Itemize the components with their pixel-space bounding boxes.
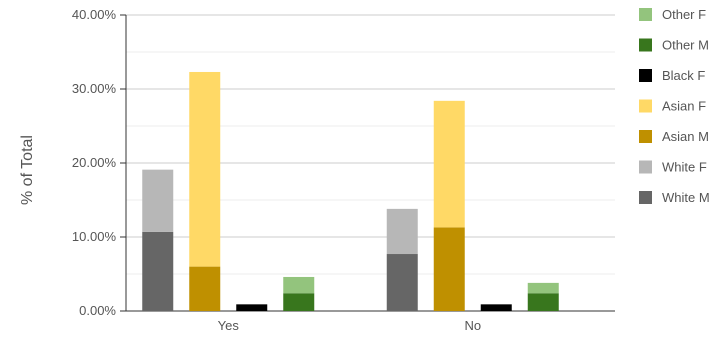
y-axis-label: % of Total (19, 135, 36, 205)
bar-other-f-no (527, 282, 559, 294)
bars (142, 71, 559, 311)
bar-black-f-no (480, 304, 512, 311)
x-tick-label: Yes (218, 318, 240, 333)
bar-other-f-yes (283, 276, 315, 294)
y-tick-label: 20.00% (72, 155, 117, 170)
y-tick-label: 40.00% (72, 7, 117, 22)
legend-label-other-f: Other F (662, 7, 706, 22)
y-tick-labels: 0.00% 10.00% 20.00% 30.00% 40.00% (72, 7, 126, 318)
legend-swatch-asian-m (639, 130, 652, 143)
bar-white-f-no (386, 208, 418, 255)
bar-white-m-yes (142, 231, 174, 311)
bar-asian-f-no (433, 100, 465, 228)
y-tick-label: 30.00% (72, 81, 117, 96)
legend-label-black-f: Black F (662, 68, 705, 83)
legend-swatch-other-m (639, 38, 652, 52)
bar-black-f-yes (236, 304, 268, 311)
bar-other-m-yes (283, 293, 315, 311)
legend-swatch-asian-f (639, 99, 652, 113)
bar-asian-m-no (433, 227, 465, 311)
legend-label-asian-f: Asian F (662, 99, 706, 114)
x-tick-label: No (464, 318, 481, 333)
x-tick-labels: Yes No (218, 318, 481, 333)
y-tick-label: 10.00% (72, 229, 117, 244)
legend-swatch-other-f (639, 8, 652, 21)
bar-asian-f-yes (189, 71, 221, 267)
legend-label-asian-m: Asian M (662, 129, 709, 144)
legend-label-white-f: White F (662, 160, 707, 175)
bar-white-m-no (386, 254, 418, 311)
legend-label-white-m: White M (662, 190, 710, 205)
legend-label-other-m: Other M (662, 38, 709, 53)
legend-swatch-white-m (639, 191, 652, 204)
bar-asian-m-yes (189, 266, 221, 311)
legend: Other F Other M Black F Asian F Asian M White… (639, 7, 710, 205)
legend-swatch-black-f (639, 69, 652, 82)
y-tick-label: 0.00% (79, 303, 116, 318)
bar-white-f-yes (142, 169, 174, 232)
legend-swatch-white-f (639, 160, 652, 174)
bar-other-m-no (527, 293, 559, 311)
